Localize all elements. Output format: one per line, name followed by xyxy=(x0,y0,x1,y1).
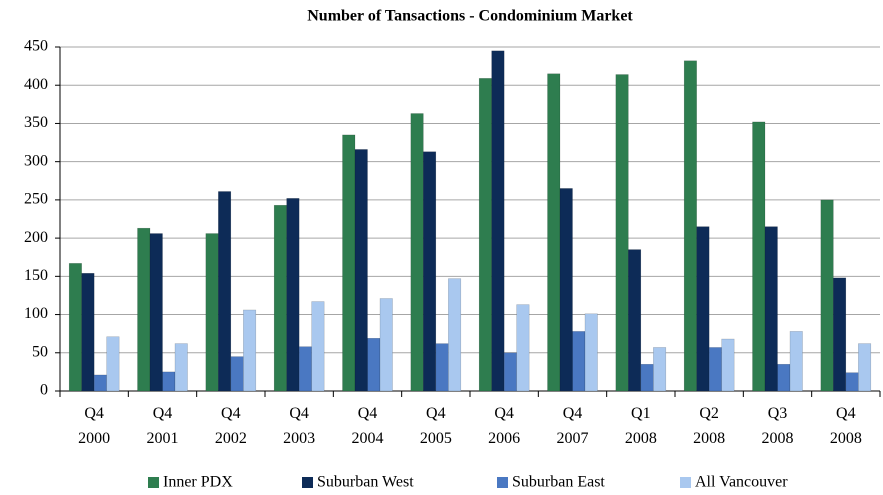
x-tick-label: Q2 2008 xyxy=(693,405,725,447)
bar xyxy=(820,199,834,392)
bar xyxy=(572,331,586,392)
bar xyxy=(218,191,232,392)
bar xyxy=(298,346,312,392)
bar xyxy=(721,338,735,392)
bar xyxy=(273,204,287,392)
bar xyxy=(503,352,517,392)
bar xyxy=(752,121,766,392)
bar xyxy=(106,336,120,392)
x-tick-label: Q3 2008 xyxy=(762,405,794,447)
x-tick-label: Q4 2000 xyxy=(78,405,110,447)
x-tick-label: Q4 2004 xyxy=(352,405,384,447)
bar xyxy=(149,233,163,392)
bar xyxy=(311,301,325,392)
bar xyxy=(696,226,710,392)
bar xyxy=(640,363,654,392)
y-tick-label: 350 xyxy=(24,114,48,131)
y-tick-label: 450 xyxy=(24,38,48,55)
bar xyxy=(516,304,530,392)
bar xyxy=(230,356,244,392)
chart-title: Number of Tansactions - Condominium Mark… xyxy=(307,8,633,25)
y-tick-label: 250 xyxy=(24,191,48,208)
y-tick-label: 50 xyxy=(32,343,48,360)
bar xyxy=(833,277,847,392)
x-tick-label: Q4 2006 xyxy=(488,405,520,447)
bar xyxy=(478,78,492,392)
bar xyxy=(584,313,598,392)
x-tick-label: Q4 2002 xyxy=(215,405,247,447)
bar xyxy=(448,278,462,392)
bar xyxy=(68,263,82,392)
y-tick-label: 400 xyxy=(24,76,48,93)
bar xyxy=(653,347,667,392)
bar xyxy=(547,73,561,392)
bar xyxy=(708,347,722,392)
bar xyxy=(410,113,424,392)
y-tick-label: 100 xyxy=(24,305,48,322)
y-tick-label: 300 xyxy=(24,152,48,169)
bar xyxy=(491,50,505,392)
bar xyxy=(777,363,791,392)
legend-label: All Vancouver xyxy=(695,474,788,491)
x-tick-label: Q1 2008 xyxy=(625,405,657,447)
bar xyxy=(423,151,437,392)
y-tick-label: 200 xyxy=(24,229,48,246)
bar xyxy=(93,374,107,392)
bar xyxy=(286,198,300,392)
bar xyxy=(615,74,629,392)
x-tick-label: Q4 2007 xyxy=(557,405,589,447)
bar xyxy=(858,343,872,392)
legend-swatch xyxy=(148,477,159,488)
bar xyxy=(354,149,368,392)
x-tick-label: Q4 2005 xyxy=(420,405,452,447)
x-tick-label: Q4 2003 xyxy=(283,405,315,447)
x-tick-label: Q4 2008 xyxy=(830,405,862,447)
legend-label: Inner PDX xyxy=(163,474,233,491)
bar xyxy=(243,309,257,392)
bar xyxy=(342,134,356,392)
bar xyxy=(205,233,219,392)
legend-label: Suburban West xyxy=(317,474,414,491)
y-tick-label: 150 xyxy=(24,267,48,284)
bar xyxy=(367,338,381,392)
y-tick-label: 0 xyxy=(40,382,48,399)
legend-swatch xyxy=(680,477,691,488)
bar xyxy=(559,188,573,392)
legend-swatch xyxy=(302,477,313,488)
bar xyxy=(435,343,449,392)
bar xyxy=(789,331,803,392)
bar xyxy=(683,60,697,392)
bar xyxy=(137,227,151,392)
legend-label: Suburban East xyxy=(512,474,605,491)
bar xyxy=(81,273,95,392)
bar xyxy=(379,298,393,392)
legend-swatch xyxy=(497,477,508,488)
bar xyxy=(628,249,642,392)
x-tick-label: Q4 2001 xyxy=(147,405,179,447)
bar xyxy=(162,371,176,392)
bar xyxy=(764,226,778,392)
bar xyxy=(174,343,188,392)
bar xyxy=(845,372,859,392)
